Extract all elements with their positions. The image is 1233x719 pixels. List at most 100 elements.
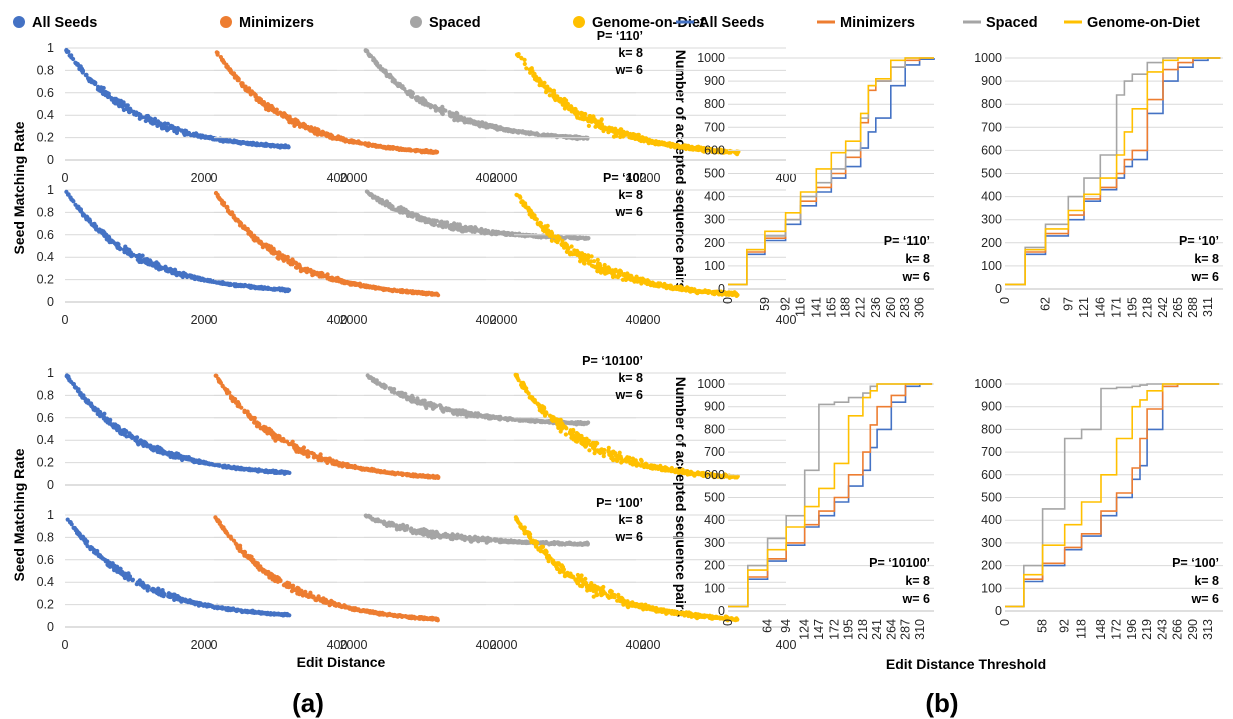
data-point: [298, 269, 303, 274]
x-tick-label: 200: [191, 171, 212, 185]
data-point: [547, 93, 552, 98]
data-point: [363, 48, 368, 53]
data-point: [226, 464, 231, 470]
data-point: [207, 136, 212, 141]
data-point: [237, 402, 242, 408]
data-point: [658, 141, 663, 146]
data-point: [160, 450, 165, 455]
data-point: [367, 142, 372, 147]
data-point: [434, 475, 439, 480]
data-point: [138, 438, 143, 443]
x-tick-label: 0: [511, 313, 518, 327]
legend-a: All Seeds Minimizers Spaced Genome-on-Di…: [13, 15, 705, 31]
data-point: [684, 287, 690, 292]
data-point: [184, 128, 189, 134]
data-point: [480, 230, 486, 235]
data-point: [423, 403, 428, 408]
data-point: [67, 53, 72, 58]
data-point: [404, 288, 409, 293]
data-point: [209, 279, 214, 284]
data-point: [543, 226, 549, 231]
data-point: [438, 108, 443, 113]
data-point: [259, 142, 264, 147]
data-point: [254, 97, 259, 102]
data-point: [297, 122, 302, 127]
data-point: [617, 273, 623, 278]
data-point: [231, 465, 236, 470]
data-point: [617, 268, 623, 273]
legend-b: All Seeds Minimizers Spaced Genome-on-Di…: [676, 15, 1200, 31]
data-point: [532, 74, 537, 79]
data-point: [609, 127, 614, 132]
data-point: [445, 222, 450, 227]
data-point: [390, 79, 395, 84]
data-point: [472, 120, 477, 125]
data-point: [134, 436, 139, 441]
data-point: [93, 80, 98, 85]
data-point: [563, 134, 568, 140]
data-point: [373, 468, 378, 473]
data-point: [318, 452, 323, 457]
data-point: [565, 247, 571, 252]
data-point: [106, 234, 111, 240]
data-point: [466, 410, 471, 415]
x-tick-label: 0: [62, 171, 69, 185]
data-point: [531, 131, 536, 136]
data-point: [478, 123, 483, 128]
data-point: [630, 135, 635, 140]
data-point: [99, 86, 104, 91]
data-point: [529, 419, 534, 424]
data-point: [311, 455, 316, 460]
data-point: [245, 88, 250, 93]
data-point: [537, 79, 542, 84]
data-point: [619, 460, 624, 465]
data-point: [606, 130, 611, 135]
data-point: [325, 460, 330, 465]
data-point: [388, 203, 393, 208]
data-point: [667, 283, 672, 288]
data-point: [244, 141, 249, 146]
data-point: [83, 215, 89, 220]
data-point: [325, 273, 330, 278]
data-point: [554, 95, 559, 100]
data-point: [534, 419, 540, 424]
data-point: [376, 64, 381, 69]
data-point: [214, 373, 219, 378]
data-point: [696, 289, 701, 294]
data-point: [690, 288, 696, 294]
data-point: [145, 258, 150, 263]
data-point: [137, 253, 142, 258]
data-point: [388, 386, 393, 391]
data-point: [679, 286, 685, 291]
data-point: [94, 227, 99, 232]
y-tick-label: 0.2: [37, 456, 54, 470]
data-point: [575, 115, 580, 120]
data-point: [145, 117, 150, 122]
data-point: [394, 81, 399, 86]
data-point: [428, 105, 433, 110]
data-point: [166, 126, 171, 132]
data-point: [430, 292, 435, 297]
data-point: [523, 131, 529, 136]
data-point: [554, 134, 559, 140]
data-point: [638, 457, 644, 462]
data-point: [118, 428, 123, 433]
data-point: [291, 259, 296, 264]
data-point: [285, 288, 291, 294]
data-point: [489, 231, 494, 237]
data-point: [141, 441, 146, 446]
legend-label-minimizers: Minimizers: [840, 15, 915, 31]
legend-label-spaced: Spaced: [986, 15, 1038, 31]
data-point: [248, 468, 253, 473]
data-point: [217, 378, 222, 383]
data-point: [92, 221, 97, 226]
data-point: [180, 273, 185, 278]
data-point: [735, 292, 740, 298]
data-point: [414, 474, 419, 479]
legend-label-all-seeds: All Seeds: [32, 15, 97, 31]
data-point: [496, 230, 501, 235]
data-point: [241, 467, 246, 472]
x-tick-label: 0: [211, 171, 218, 185]
data-point: [293, 122, 298, 127]
data-point: [75, 62, 80, 67]
